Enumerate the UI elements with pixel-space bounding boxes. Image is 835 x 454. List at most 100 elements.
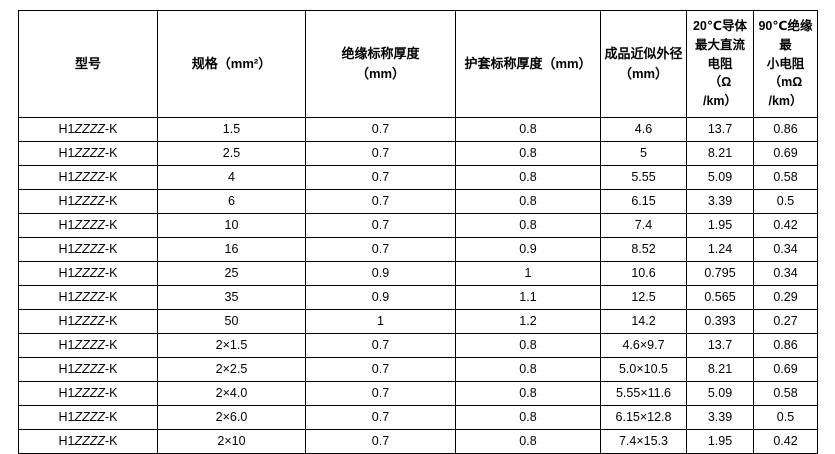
cell-insulation-thickness: 0.7: [305, 189, 456, 214]
cell-dc-resistance-20c: 13.7: [686, 117, 754, 142]
model-variable-code: ZZZZ: [74, 338, 106, 352]
column-header-outer-diameter: 成品近似外径 （mm）: [600, 10, 687, 118]
column-header-sheath-thickness: 护套标称厚度（mm）: [455, 10, 601, 118]
column-header-insulation-resistance-90c: 90℃绝缘最 小电阻 （mΩ/km）: [753, 10, 818, 118]
table-row: H1ZZZZ-K 35 0.9 1.1 12.5 0.565 0.29: [18, 285, 818, 310]
model-prefix: H1: [58, 218, 75, 232]
cell-insulation-resistance-90c: 0.5: [753, 189, 818, 214]
header-line: 成品近似外径: [604, 45, 683, 61]
cell-outer-diameter: 8.52: [600, 237, 687, 262]
model-variable-code: ZZZZ: [74, 386, 106, 400]
header-line: （mm）: [355, 66, 406, 81]
cell-outer-diameter: 5.55×11.6: [600, 381, 687, 406]
spec-table-container: 型号 规格（mm²） 绝缘标称厚度 （mm） 护套标称厚度（mm） 成品近似外径 （…: [18, 10, 818, 454]
header-line: 最大直流: [694, 37, 745, 52]
model-variable-code: ZZZZ: [74, 146, 106, 160]
table-row: H1ZZZZ-K 50 1 1.2 14.2 0.393 0.27: [18, 309, 818, 334]
cell-dc-resistance-20c: 5.09: [686, 165, 754, 190]
header-line: /km）: [768, 94, 803, 109]
cell-outer-diameter: 7.4×15.3: [600, 429, 687, 454]
cell-sheath-thickness: 0.8: [455, 405, 601, 430]
cell-dc-resistance-20c: 5.09: [686, 381, 754, 406]
header-line: 小电阻: [766, 56, 805, 71]
column-header-insulation-thickness: 绝缘标称厚度 （mm）: [305, 10, 456, 118]
model-variable-code: ZZZZ: [74, 194, 106, 208]
model-suffix: -K: [105, 410, 118, 424]
header-line: 电阻: [707, 56, 733, 71]
model-suffix: -K: [105, 314, 118, 328]
cell-sheath-thickness: 1.2: [455, 309, 601, 334]
table-row: H1ZZZZ-K 2.5 0.7 0.8 5 8.21 0.69: [18, 141, 818, 166]
model-prefix: H1: [58, 434, 75, 448]
cell-insulation-resistance-90c: 0.86: [753, 117, 818, 142]
table-row: H1ZZZZ-K 1.5 0.7 0.8 4.6 13.7 0.86: [18, 117, 818, 142]
model-suffix: -K: [105, 218, 118, 232]
cell-spec: 2×2.5: [157, 357, 306, 382]
cell-insulation-resistance-90c: 0.42: [753, 213, 818, 238]
cell-model: H1ZZZZ-K: [18, 285, 158, 310]
cell-sheath-thickness: 1: [455, 261, 601, 286]
cell-insulation-resistance-90c: 0.42: [753, 429, 818, 454]
cell-insulation-thickness: 0.9: [305, 261, 456, 286]
column-header-spec: 规格（mm²）: [157, 10, 306, 118]
cell-insulation-resistance-90c: 0.58: [753, 381, 818, 406]
column-header-dc-resistance-20c: 20℃导体 最大直流 电阻 （Ω/km）: [686, 10, 754, 118]
model-suffix: -K: [105, 242, 118, 256]
model-variable-code: ZZZZ: [74, 410, 106, 424]
cell-insulation-thickness: 0.7: [305, 117, 456, 142]
cell-sheath-thickness: 0.8: [455, 189, 601, 214]
cell-insulation-resistance-90c: 0.27: [753, 309, 818, 334]
model-prefix: H1: [58, 122, 75, 136]
model-suffix: -K: [105, 266, 118, 280]
header-line: 规格（mm²）: [191, 55, 272, 71]
model-prefix: H1: [58, 170, 75, 184]
cell-model: H1ZZZZ-K: [18, 357, 158, 382]
cell-outer-diameter: 14.2: [600, 309, 687, 334]
cell-spec: 2×4.0: [157, 381, 306, 406]
cell-sheath-thickness: 0.9: [455, 237, 601, 262]
cell-insulation-thickness: 0.7: [305, 381, 456, 406]
model-suffix: -K: [105, 146, 118, 160]
cell-dc-resistance-20c: 1.95: [686, 213, 754, 238]
cell-sheath-thickness: 0.8: [455, 213, 601, 238]
cell-spec: 1.5: [157, 117, 306, 142]
cell-insulation-resistance-90c: 0.5: [753, 405, 818, 430]
model-suffix: -K: [105, 170, 118, 184]
cell-sheath-thickness: 0.8: [455, 165, 601, 190]
table-body: H1ZZZZ-K 1.5 0.7 0.8 4.6 13.7 0.86 H1ZZZZ-K 2.5 0…: [18, 117, 818, 454]
cell-outer-diameter: 10.6: [600, 261, 687, 286]
header-line: 90℃绝缘最: [758, 19, 813, 52]
cell-insulation-thickness: 0.7: [305, 429, 456, 454]
cell-sheath-thickness: 0.8: [455, 117, 601, 142]
header-line: （mm）: [618, 66, 669, 81]
table-row: H1ZZZZ-K 2×4.0 0.7 0.8 5.55×11.6 5.09 0.58: [18, 381, 818, 406]
model-suffix: -K: [105, 386, 118, 400]
cell-dc-resistance-20c: 8.21: [686, 357, 754, 382]
cell-insulation-thickness: 0.7: [305, 237, 456, 262]
model-variable-code: ZZZZ: [74, 242, 106, 256]
cell-insulation-thickness: 0.7: [305, 165, 456, 190]
model-variable-code: ZZZZ: [74, 218, 106, 232]
cell-insulation-thickness: 0.7: [305, 213, 456, 238]
cell-dc-resistance-20c: 0.393: [686, 309, 754, 334]
cell-model: H1ZZZZ-K: [18, 141, 158, 166]
cell-sheath-thickness: 0.8: [455, 357, 601, 382]
cell-outer-diameter: 7.4: [600, 213, 687, 238]
cell-outer-diameter: 12.5: [600, 285, 687, 310]
model-suffix: -K: [105, 194, 118, 208]
cell-spec: 4: [157, 165, 306, 190]
cell-outer-diameter: 5.0×10.5: [600, 357, 687, 382]
model-variable-code: ZZZZ: [74, 266, 106, 280]
cell-insulation-resistance-90c: 0.29: [753, 285, 818, 310]
cell-outer-diameter: 6.15: [600, 189, 687, 214]
table-row: H1ZZZZ-K 25 0.9 1 10.6 0.795 0.34: [18, 261, 818, 286]
cell-model: H1ZZZZ-K: [18, 117, 158, 142]
cell-insulation-thickness: 0.7: [305, 357, 456, 382]
cell-outer-diameter: 6.15×12.8: [600, 405, 687, 430]
cell-dc-resistance-20c: 1.95: [686, 429, 754, 454]
header-line: 护套标称厚度（mm）: [464, 55, 592, 71]
table-row: H1ZZZZ-K 2×2.5 0.7 0.8 5.0×10.5 8.21 0.69: [18, 357, 818, 382]
cell-model: H1ZZZZ-K: [18, 189, 158, 214]
cell-insulation-thickness: 0.9: [305, 285, 456, 310]
cell-model: H1ZZZZ-K: [18, 381, 158, 406]
